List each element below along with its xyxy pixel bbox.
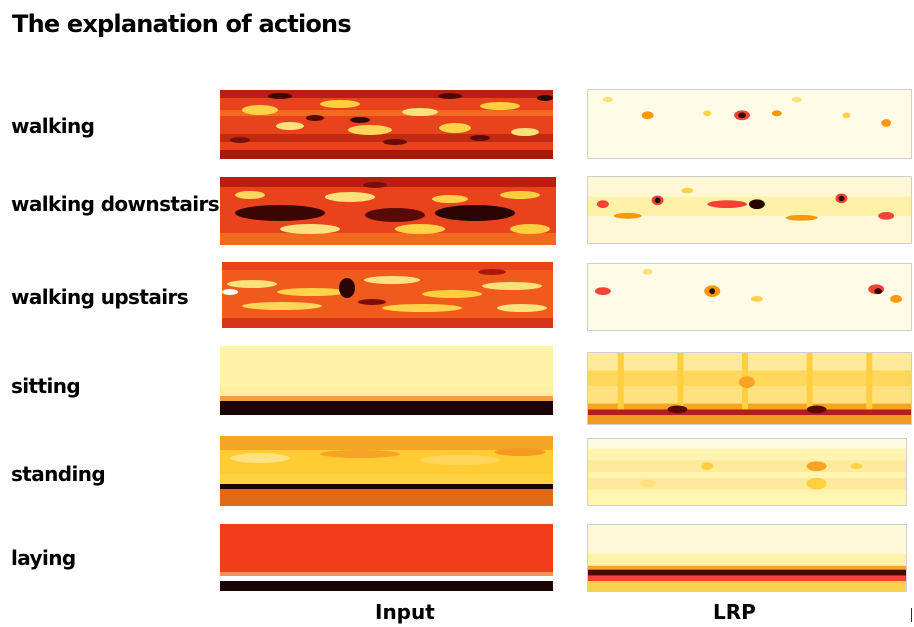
input-heatmap-walking-upstairs — [222, 262, 553, 328]
input-heatmap-standing — [220, 436, 553, 506]
lrp-heatmap-laying — [587, 524, 907, 592]
row-label-walking-downstairs: walking downstairs — [11, 192, 220, 216]
row-label-standing: standing — [11, 462, 106, 486]
lrp-heatmap-walking-downstairs — [587, 176, 912, 244]
column-label-lrp: LRP — [713, 600, 756, 624]
lrp-heatmap-walking-upstairs — [587, 263, 912, 331]
page-title: The explanation of actions — [12, 10, 352, 38]
input-heatmap-walking-downstairs — [220, 177, 556, 245]
row-label-walking-upstairs: walking upstairs — [11, 285, 189, 309]
lrp-heatmap-sitting — [587, 352, 912, 425]
input-heatmap-walking — [220, 90, 553, 159]
input-heatmap-sitting — [220, 346, 553, 415]
input-heatmap-laying — [220, 524, 553, 591]
lrp-heatmap-standing — [587, 438, 907, 506]
row-label-walking: walking — [11, 114, 95, 138]
column-label-input: Input — [375, 600, 435, 624]
row-label-sitting: sitting — [11, 374, 81, 398]
row-label-laying: laying — [11, 546, 76, 570]
lrp-heatmap-walking — [587, 89, 912, 159]
edge-tick — [911, 608, 912, 622]
